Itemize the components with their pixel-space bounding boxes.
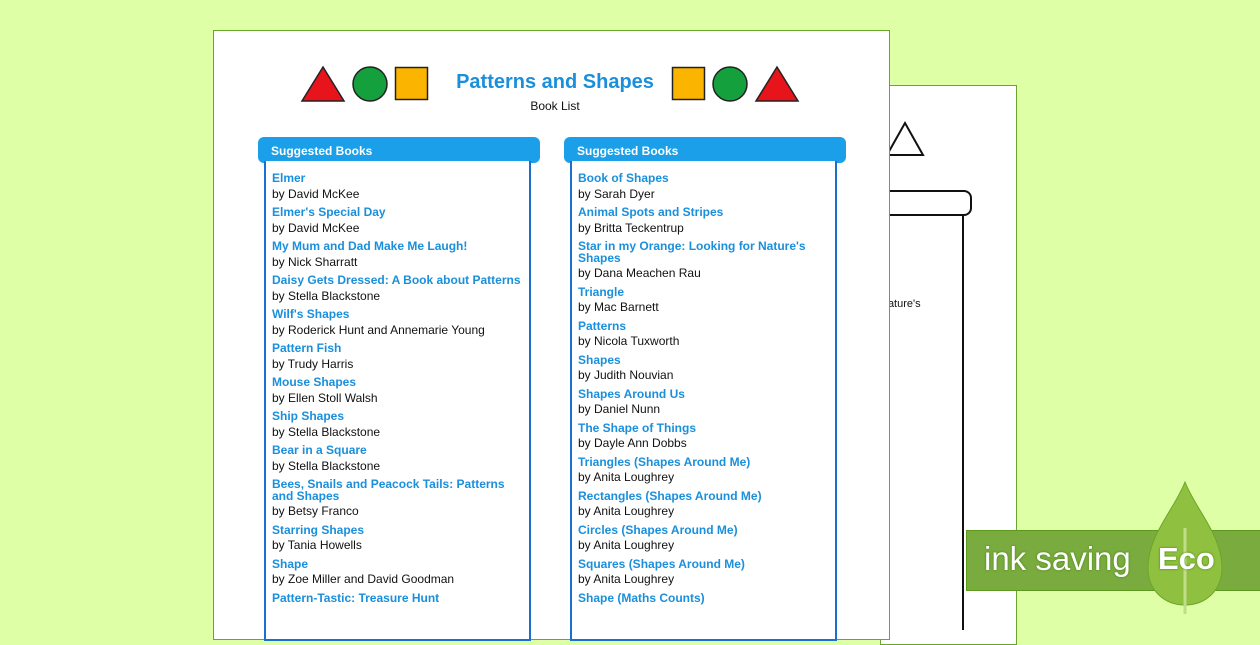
book-entry: Shape (Maths Counts) bbox=[578, 590, 835, 605]
book-list: Book of Shapes by Sarah Dyer Animal Spots … bbox=[570, 161, 837, 641]
book-entry: Shapes Around Us by Daniel Nunn bbox=[578, 386, 835, 418]
book-entry: Elmer by David McKee bbox=[272, 171, 529, 202]
book-title: Circles (Shapes Around Me) bbox=[578, 522, 738, 537]
book-author: by Dayle Ann Dobbs bbox=[578, 436, 687, 450]
book-author: by Anita Loughrey bbox=[578, 504, 675, 518]
book-title: Shape (Maths Counts) bbox=[578, 590, 705, 605]
book-entry: Triangles (Shapes Around Me) by Anita Lou… bbox=[578, 454, 835, 486]
book-author: by Zoe Miller and David Goodman bbox=[272, 572, 455, 586]
triangle-outline-icon bbox=[888, 120, 925, 156]
orange-square-icon bbox=[671, 66, 706, 101]
book-entry: Squares (Shapes Around Me) by Anita Lough… bbox=[578, 556, 835, 588]
red-triangle-icon bbox=[754, 65, 800, 102]
book-author: by Anita Loughrey bbox=[578, 470, 675, 484]
book-entry: Animal Spots and Stripes by Britta Tecken… bbox=[578, 205, 835, 236]
green-circle-icon bbox=[352, 66, 388, 102]
book-title: Wilf's Shapes bbox=[272, 307, 350, 321]
book-entry: Starring Shapes by Tania Howells bbox=[272, 522, 529, 554]
book-title: Triangles (Shapes Around Me) bbox=[578, 454, 751, 469]
book-author: by Britta Teckentrup bbox=[578, 220, 684, 235]
page-title: Patterns and Shapes bbox=[456, 71, 654, 93]
book-title: Shapes Around Us bbox=[578, 386, 685, 401]
leaf-drop-icon bbox=[1147, 480, 1223, 614]
book-title: Daisy Gets Dressed: A Book about Pattern… bbox=[272, 273, 521, 287]
book-author: by Stella Blackstone bbox=[272, 288, 381, 303]
eco-label: Eco bbox=[1158, 541, 1215, 576]
book-author: by Nicola Tuxworth bbox=[578, 334, 680, 348]
book-author: by Nick Sharratt bbox=[272, 254, 358, 269]
book-entry: Mouse Shapes by Ellen Stoll Walsh bbox=[272, 375, 529, 406]
book-author: by David McKee bbox=[272, 220, 360, 235]
book-author: by Trudy Harris bbox=[272, 356, 354, 371]
back-header-bar bbox=[880, 190, 972, 216]
book-title: Pattern-Tastic: Treasure Hunt bbox=[272, 590, 440, 605]
book-title: Book of Shapes bbox=[578, 171, 669, 185]
book-title: Shape bbox=[272, 556, 309, 571]
book-entry: Star in my Orange: Looking for Nature's … bbox=[578, 239, 835, 281]
book-entry: Pattern-Tastic: Treasure Hunt bbox=[272, 590, 529, 605]
ink-saving-label: ink saving bbox=[984, 540, 1131, 577]
book-author: by Daniel Nunn bbox=[578, 402, 661, 416]
book-author: by Sarah Dyer bbox=[578, 186, 655, 201]
book-title: Triangle bbox=[578, 284, 625, 299]
book-title: Elmer bbox=[272, 171, 306, 185]
book-column-right: Suggested Books Book of Shapes by Sarah D… bbox=[564, 137, 846, 641]
book-author: by Tania Howells bbox=[272, 538, 362, 552]
book-author: by David McKee bbox=[272, 186, 360, 201]
green-circle-icon bbox=[712, 66, 748, 102]
column-heading: Suggested Books bbox=[564, 137, 846, 163]
book-title: Starring Shapes bbox=[272, 522, 365, 537]
book-list: Elmer by David McKee Elmer's Special Day by… bbox=[264, 161, 531, 641]
back-text-fragment: Nature's bbox=[880, 298, 921, 310]
book-entry: Triangle by Mac Barnett bbox=[578, 284, 835, 316]
book-entry: Wilf's Shapes by Roderick Hunt and Annema… bbox=[272, 307, 529, 338]
book-title: Bees, Snails and Peacock Tails: Patterns… bbox=[272, 477, 505, 503]
red-triangle-icon bbox=[300, 65, 346, 102]
book-entry: Bear in a Square by Stella Blackstone bbox=[272, 443, 529, 474]
book-entry: Elmer's Special Day by David McKee bbox=[272, 205, 529, 236]
book-author: by Ellen Stoll Walsh bbox=[272, 390, 378, 405]
orange-square-icon bbox=[394, 66, 429, 101]
book-author: by Betsy Franco bbox=[272, 504, 359, 518]
book-column-left: Suggested Books Elmer by David McKee Elmer… bbox=[258, 137, 540, 641]
book-author: by Dana Meachen Rau bbox=[578, 266, 701, 280]
book-author: by Anita Loughrey bbox=[578, 572, 675, 586]
book-title: Pattern Fish bbox=[272, 341, 342, 355]
book-entry: Shape by Zoe Miller and David Goodman bbox=[272, 556, 529, 588]
book-entry: Ship Shapes by Stella Blackstone bbox=[272, 409, 529, 440]
book-title: Shapes bbox=[578, 352, 621, 367]
column-heading: Suggested Books bbox=[258, 137, 540, 163]
book-title: Elmer's Special Day bbox=[272, 205, 386, 219]
book-author: by Roderick Hunt and Annemarie Young bbox=[272, 322, 485, 337]
book-entry: Circles (Shapes Around Me) by Anita Lough… bbox=[578, 522, 835, 554]
book-title: Ship Shapes bbox=[272, 409, 345, 423]
book-title: The Shape of Things bbox=[578, 420, 697, 435]
book-title: Squares (Shapes Around Me) bbox=[578, 556, 745, 571]
book-entry: Shapes by Judith Nouvian bbox=[578, 352, 835, 384]
back-box-border bbox=[962, 216, 964, 630]
book-author: by Stella Blackstone bbox=[272, 458, 381, 473]
book-author: by Mac Barnett bbox=[578, 300, 659, 314]
book-title: Star in my Orange: Looking for Nature's … bbox=[578, 239, 806, 265]
book-entry: Daisy Gets Dressed: A Book about Pattern… bbox=[272, 273, 529, 304]
page-subtitle: Book List bbox=[530, 99, 580, 113]
book-author: by Judith Nouvian bbox=[578, 368, 674, 382]
book-title: My Mum and Dad Make Me Laugh! bbox=[272, 239, 468, 253]
book-entry: Pattern Fish by Trudy Harris bbox=[272, 341, 529, 372]
book-entry: Book of Shapes by Sarah Dyer bbox=[578, 171, 835, 202]
book-title: Animal Spots and Stripes bbox=[578, 205, 724, 219]
book-author: by Anita Loughrey bbox=[578, 538, 675, 552]
book-title: Patterns bbox=[578, 318, 627, 333]
book-title: Rectangles (Shapes Around Me) bbox=[578, 488, 762, 503]
book-entry: Patterns by Nicola Tuxworth bbox=[578, 318, 835, 350]
book-author: by Stella Blackstone bbox=[272, 424, 381, 439]
book-title: Bear in a Square bbox=[272, 443, 367, 457]
book-entry: Bees, Snails and Peacock Tails: Patterns… bbox=[272, 477, 529, 519]
book-entry: The Shape of Things by Dayle Ann Dobbs bbox=[578, 420, 835, 452]
book-entry: My Mum and Dad Make Me Laugh! by Nick Sha… bbox=[272, 239, 529, 270]
book-title: Mouse Shapes bbox=[272, 375, 357, 389]
book-entry: Rectangles (Shapes Around Me) by Anita Lo… bbox=[578, 488, 835, 520]
